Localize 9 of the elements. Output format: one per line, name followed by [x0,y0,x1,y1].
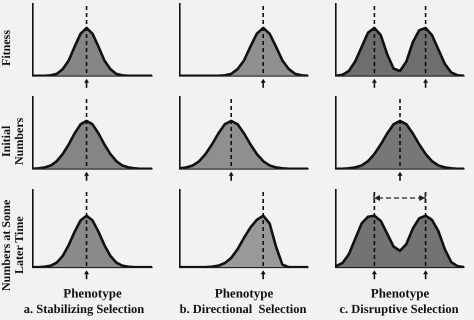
y-axis-title: Initial Numbers [0,116,27,168]
text: c. Disruptive Selection [338,302,460,317]
y-axis-title: Fitness [0,29,14,68]
x-axis-title: Phenotype [214,286,274,301]
text: a. Stabilizing Selection [22,302,146,317]
text: b. Directional Selection [178,302,308,317]
x-axis-title: Phenotype [370,286,430,301]
x-axis-title: Phenotype [63,286,122,301]
y-axis-title: Numbers at Some Later Time [0,198,27,293]
